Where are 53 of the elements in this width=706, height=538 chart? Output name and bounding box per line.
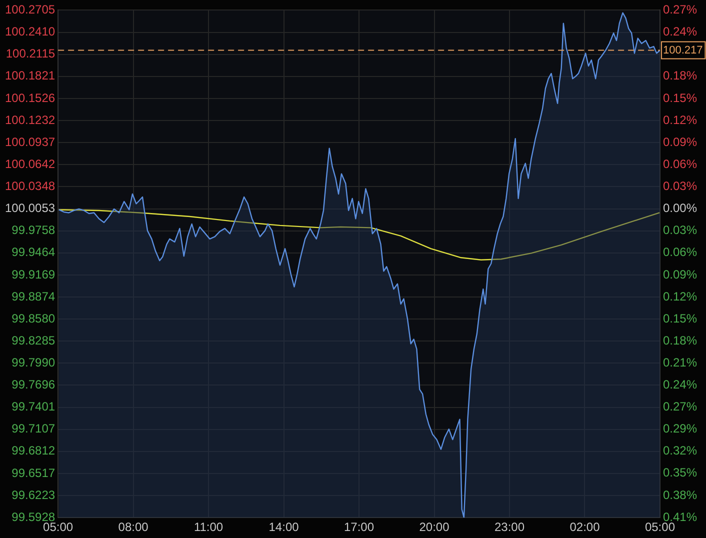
y2-tick-label: 0.38% — [662, 488, 698, 502]
y2-tick-label: 0.18% — [662, 333, 698, 348]
y-tick-label: 100.2705 — [4, 2, 56, 17]
y2-tick-label: 0.06% — [662, 245, 698, 260]
x-tick-label: 20:00 — [419, 520, 450, 534]
y2-tick-label: 0.32% — [662, 444, 698, 458]
y2-tick-label: 0.12% — [662, 289, 698, 304]
y2-tick-label: 0.24% — [662, 24, 698, 39]
y2-tick-label: 0.03% — [662, 178, 698, 193]
y-tick-label: 100.2410 — [4, 24, 56, 39]
y2-tick-label: 0.00% — [662, 201, 698, 216]
y-tick-label: 99.7990 — [12, 356, 56, 370]
y2-tick-label: 0.09% — [662, 134, 698, 149]
y2-tick-label: 0.15% — [662, 311, 698, 326]
y2-tick-label: 0.06% — [662, 156, 698, 171]
y-tick-label: 100.0937 — [4, 134, 56, 149]
y-tick-label: 99.8580 — [12, 311, 56, 326]
y-tick-label: 100.1821 — [4, 68, 56, 83]
y2-tick-label: 0.21% — [662, 355, 698, 370]
y2-tick-label: 0.27% — [662, 2, 698, 17]
y-tick-label: 99.7107 — [12, 422, 56, 436]
ref-line-label: 100.217 — [662, 44, 703, 56]
y-tick-label: 100.0642 — [4, 156, 56, 171]
y2-tick-label: 0.24% — [662, 378, 698, 392]
y-tick-label: 100.0348 — [4, 178, 56, 193]
y2-tick-label: 0.15% — [662, 90, 698, 105]
x-tick-label: 08:00 — [118, 520, 149, 534]
y2-tick-label: 0.29% — [662, 422, 698, 436]
y-tick-label: 99.9169 — [12, 267, 56, 282]
y2-tick-label: 0.03% — [662, 223, 698, 238]
x-tick-label: 02:00 — [570, 520, 600, 534]
y2-tick-label: 0.09% — [662, 267, 698, 282]
y-tick-label: 100.1526 — [4, 90, 56, 105]
x-tick-label: 17:00 — [344, 520, 374, 534]
x-tick-label: 11:00 — [194, 520, 224, 534]
y2-tick-label: 0.12% — [662, 112, 698, 127]
x-tick-label: 23:00 — [494, 520, 525, 534]
y-tick-label: 99.7401 — [12, 400, 56, 414]
y-tick-label: 99.8285 — [12, 333, 56, 348]
y-tick-label: 99.8874 — [12, 289, 56, 304]
y2-tick-label: 0.18% — [662, 68, 698, 83]
y2-tick-label: 0.35% — [662, 466, 698, 480]
y-tick-label: 100.1232 — [4, 112, 56, 127]
y-tick-label: 99.7696 — [12, 378, 56, 392]
x-tick-label: 14:00 — [268, 520, 300, 534]
y-tick-label: 99.9464 — [12, 245, 56, 260]
y-tick-label: 100.0053 — [4, 201, 56, 216]
y-tick-label: 99.6812 — [12, 444, 56, 458]
y-tick-label: 100.2115 — [6, 46, 56, 61]
y-tick-label: 99.6517 — [12, 466, 56, 480]
y-tick-label: 99.6223 — [12, 488, 56, 502]
y2-tick-label: 0.27% — [662, 400, 698, 414]
y-tick-label: 99.9758 — [12, 223, 56, 238]
